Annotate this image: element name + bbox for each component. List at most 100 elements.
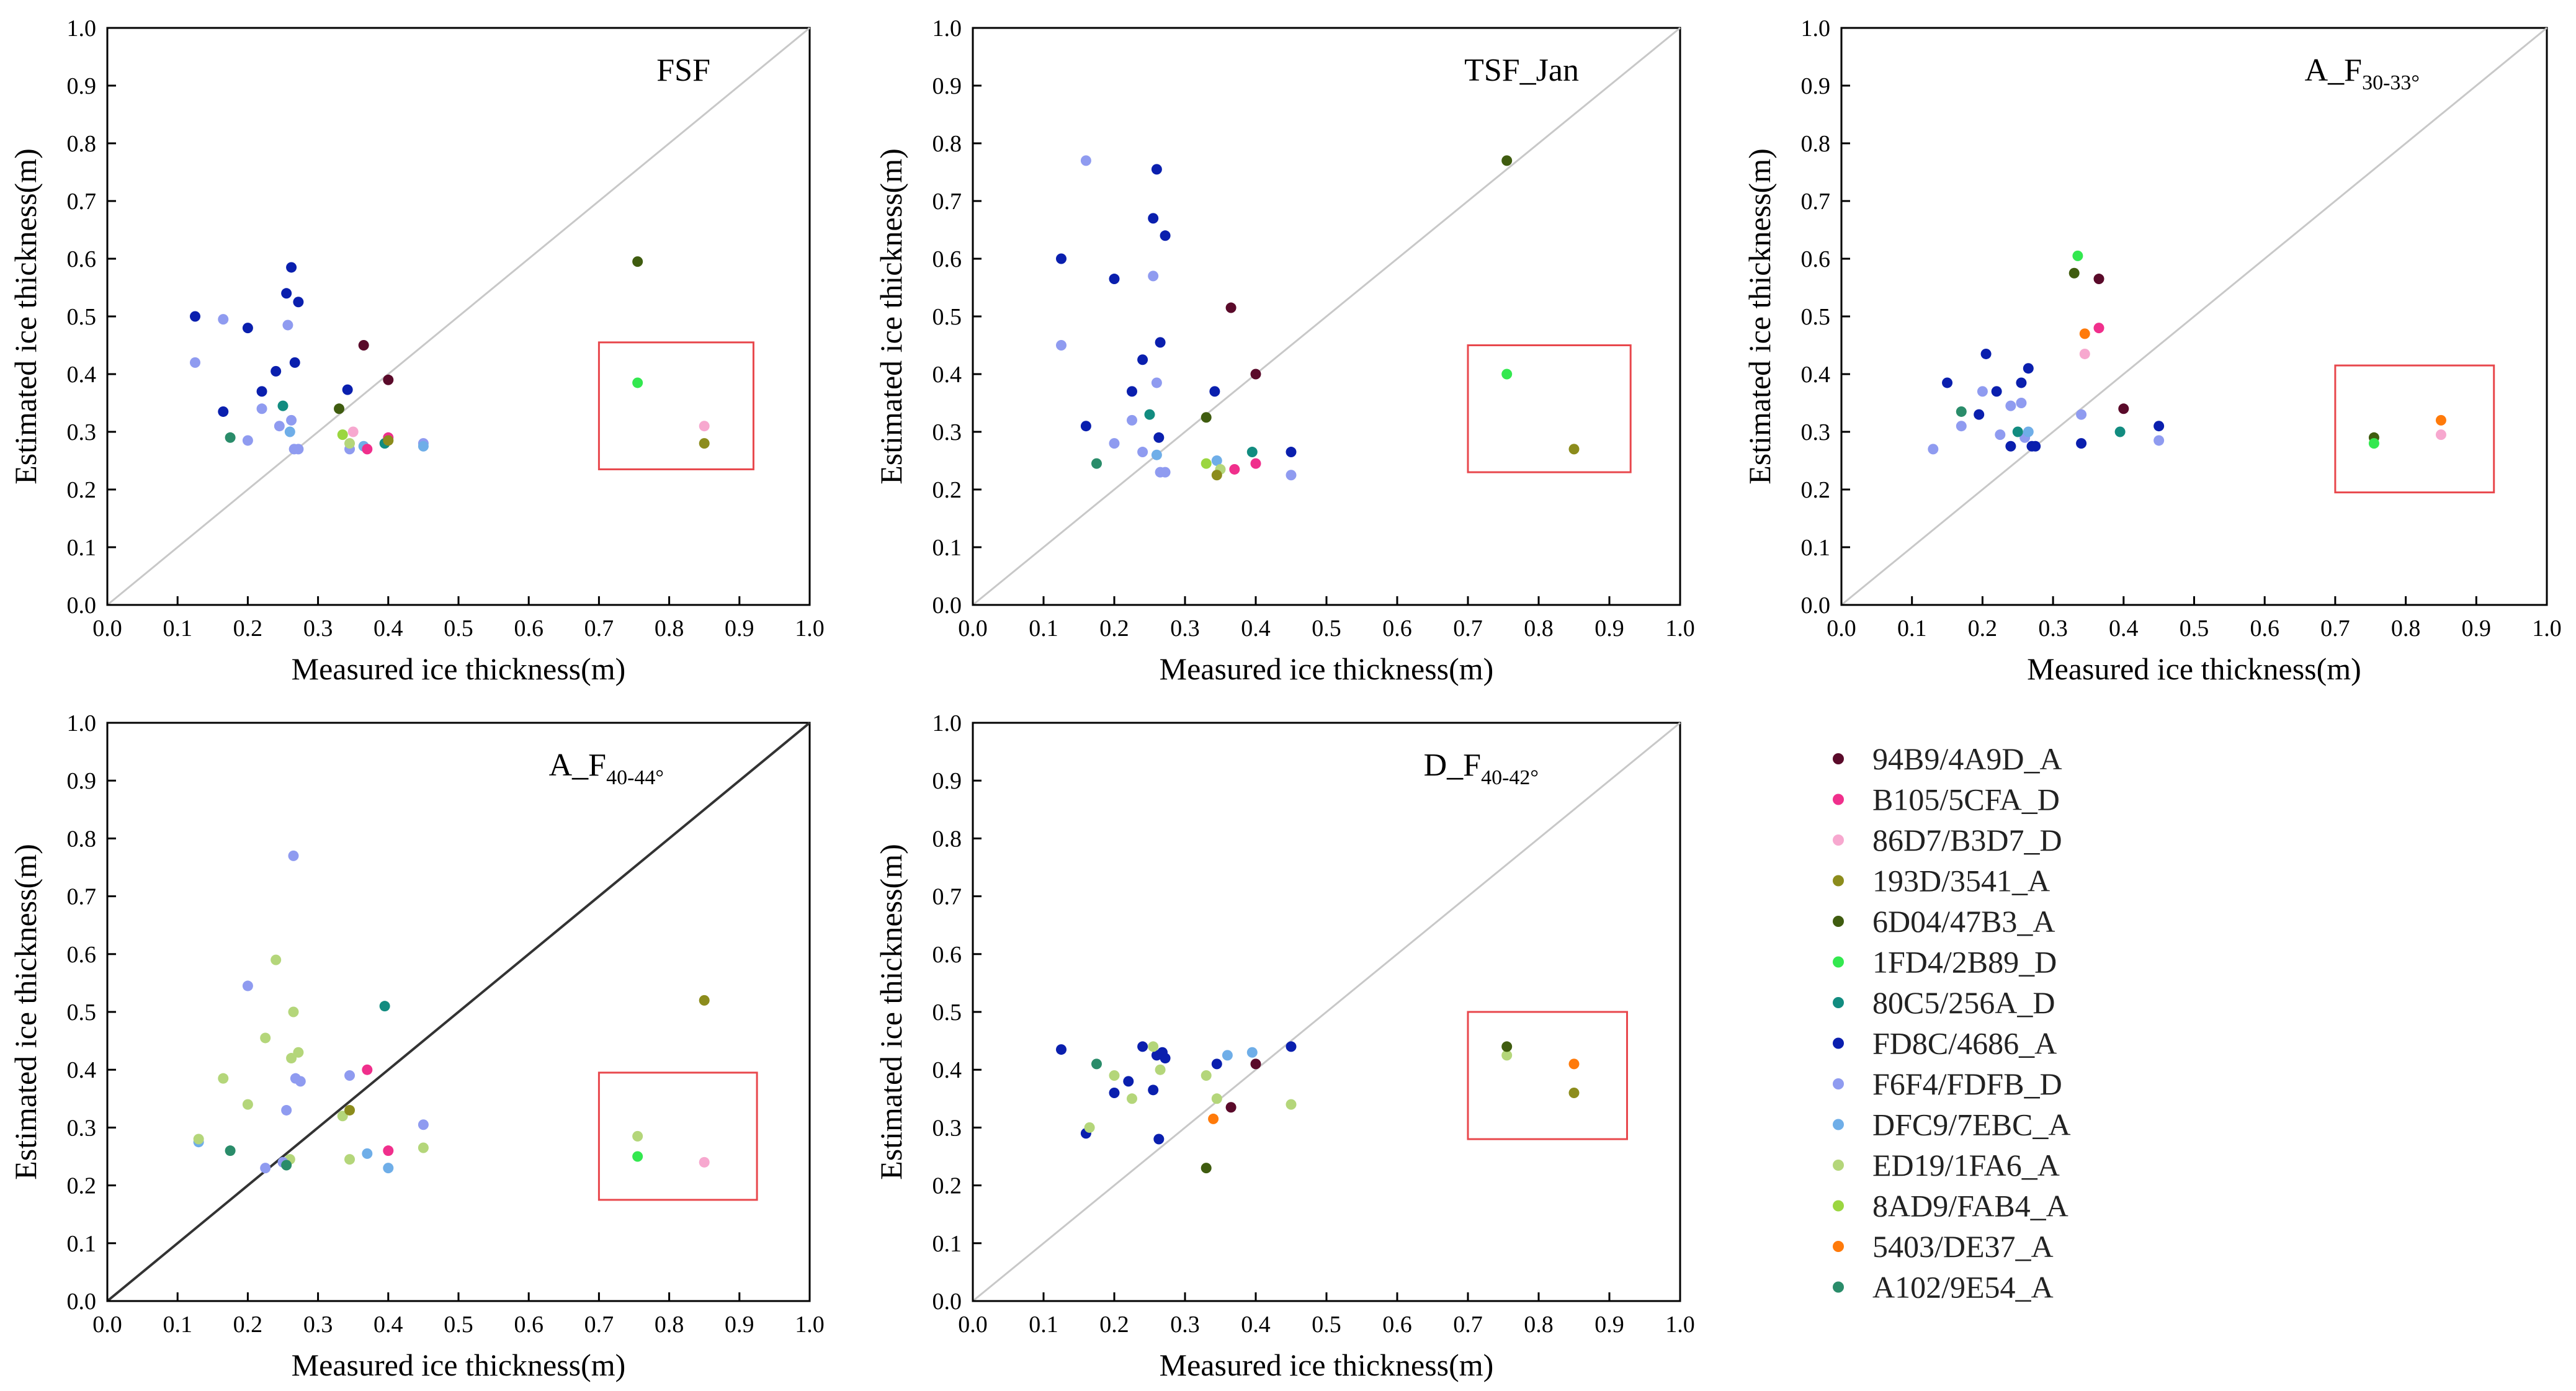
y-tick-label: 0.7	[67, 884, 97, 910]
panel-title: D_F40-42°	[1424, 748, 1539, 789]
legend-marker	[1833, 1160, 1844, 1171]
data-point	[1091, 458, 1102, 469]
y-axis-label: Estimated ice thickness(m)	[8, 148, 43, 485]
y-tick-label: 0.9	[932, 73, 962, 99]
data-point	[1501, 1041, 1513, 1052]
data-point	[1137, 354, 1148, 365]
data-point	[284, 426, 295, 437]
x-tick-label: 0.9	[725, 1312, 754, 1338]
y-tick-label: 0.3	[1801, 419, 1831, 445]
data-point	[1225, 302, 1237, 313]
x-tick-label: 0.8	[655, 1312, 684, 1338]
data-point	[242, 1099, 253, 1110]
y-tick-label: 1.0	[1801, 16, 1831, 42]
one-to-one-line	[972, 27, 1681, 606]
legend-label: FD8C/4686_A	[1872, 1026, 2057, 1061]
y-tick-label: 0.8	[67, 826, 97, 852]
data-point	[1246, 1047, 1258, 1058]
y-tick-label: 0.8	[932, 826, 962, 852]
data-point	[632, 1130, 643, 1142]
x-tick-label: 0.0	[1827, 615, 1856, 642]
data-point	[1155, 1064, 1166, 1075]
x-tick-label: 0.8	[1524, 615, 1554, 642]
y-tick-label: 0.6	[67, 246, 97, 272]
y-axis-label: Estimated ice thickness(m)	[874, 844, 908, 1180]
x-tick-label: 0.7	[2320, 615, 2350, 642]
y-tick-label: 0.0	[67, 1289, 97, 1315]
x-tick-label: 0.4	[1241, 615, 1271, 642]
data-point	[1201, 1070, 1212, 1081]
legend-marker	[1833, 916, 1844, 927]
panel-d-f40-42: 0.00.0 0.1 0.1 0.2 0.2 0.3 0.3 0.4 0.4 0.5 0.5 0.6 0…	[874, 710, 1695, 1382]
data-point	[1137, 447, 1148, 458]
x-tick-label: 0.6	[2250, 615, 2279, 642]
x-tick-label: 0.6	[514, 615, 543, 642]
legend-label: 5403/DE37_A	[1872, 1229, 2054, 1264]
y-tick-label: 1.0	[67, 16, 97, 42]
data-point	[2072, 250, 2083, 261]
y-axis-label: Estimated ice thickness(m)	[874, 148, 908, 485]
legend-label: 80C5/256A_D	[1872, 985, 2055, 1020]
data-point	[344, 438, 356, 449]
data-point	[1144, 409, 1155, 420]
data-point	[1127, 414, 1137, 426]
data-point	[293, 444, 304, 455]
y-tick-label: 0.3	[932, 1115, 962, 1141]
data-point	[1568, 1058, 1580, 1070]
y-tick-label: 0.5	[67, 304, 97, 330]
data-point	[344, 1070, 356, 1081]
highlight-box	[2334, 364, 2495, 494]
data-point	[2076, 409, 2087, 420]
data-point	[1211, 455, 1222, 466]
data-point	[2023, 363, 2034, 374]
data-point	[2368, 438, 2379, 449]
legend-label: 6D04/47B3_A	[1872, 904, 2055, 939]
legend-label: 1FD4/2B89_D	[1872, 945, 2057, 980]
x-tick-label: 0.8	[655, 615, 684, 642]
x-tick-label: 0.3	[1170, 615, 1200, 642]
x-tick-label: 0.4	[373, 615, 403, 642]
data-point	[1956, 406, 1967, 417]
legend-marker	[1833, 753, 1844, 764]
y-tick-label: 0.4	[67, 1057, 97, 1083]
data-point	[344, 1154, 356, 1165]
y-tick-label: 0.2	[1801, 477, 1831, 503]
x-tick-label: 0.2	[1099, 1312, 1129, 1338]
data-point	[1977, 386, 1988, 397]
data-point	[1148, 213, 1159, 224]
data-point	[281, 1104, 292, 1116]
x-tick-label: 0.7	[584, 1312, 614, 1338]
data-point	[2153, 421, 2165, 432]
x-tick-label: 1.0	[1665, 615, 1695, 642]
y-axis-label: Estimated ice thickness(m)	[1742, 148, 1777, 485]
data-point	[334, 403, 345, 414]
y-tick-label: 0.9	[1801, 73, 1831, 99]
data-point	[289, 357, 300, 368]
data-point	[1211, 1093, 1222, 1104]
data-point	[1286, 1041, 1297, 1052]
x-tick-label: 0.6	[514, 1312, 543, 1338]
data-point	[293, 297, 304, 308]
data-point	[2093, 323, 2104, 334]
data-point	[362, 444, 373, 455]
y-tick-label: 0.8	[932, 131, 962, 157]
data-point	[190, 357, 200, 368]
data-point	[1225, 1102, 1237, 1113]
data-point	[699, 438, 710, 449]
y-tick-label: 0.6	[1801, 246, 1831, 272]
legend-marker	[1833, 1200, 1844, 1212]
legend-marker	[1833, 956, 1844, 968]
data-point	[1160, 230, 1171, 241]
data-point	[2030, 441, 2041, 452]
data-point	[347, 426, 359, 437]
x-tick-label: 0.3	[303, 615, 333, 642]
x-tick-label: 0.1	[1897, 615, 1927, 642]
x-tick-label: 0.1	[163, 615, 192, 642]
x-tick-label: 1.0	[2532, 615, 2562, 642]
data-point	[1127, 386, 1137, 397]
data-point	[362, 1064, 373, 1075]
data-point	[225, 432, 236, 443]
data-point	[2016, 377, 2027, 388]
y-axis-label: Estimated ice thickness(m)	[8, 844, 43, 1180]
